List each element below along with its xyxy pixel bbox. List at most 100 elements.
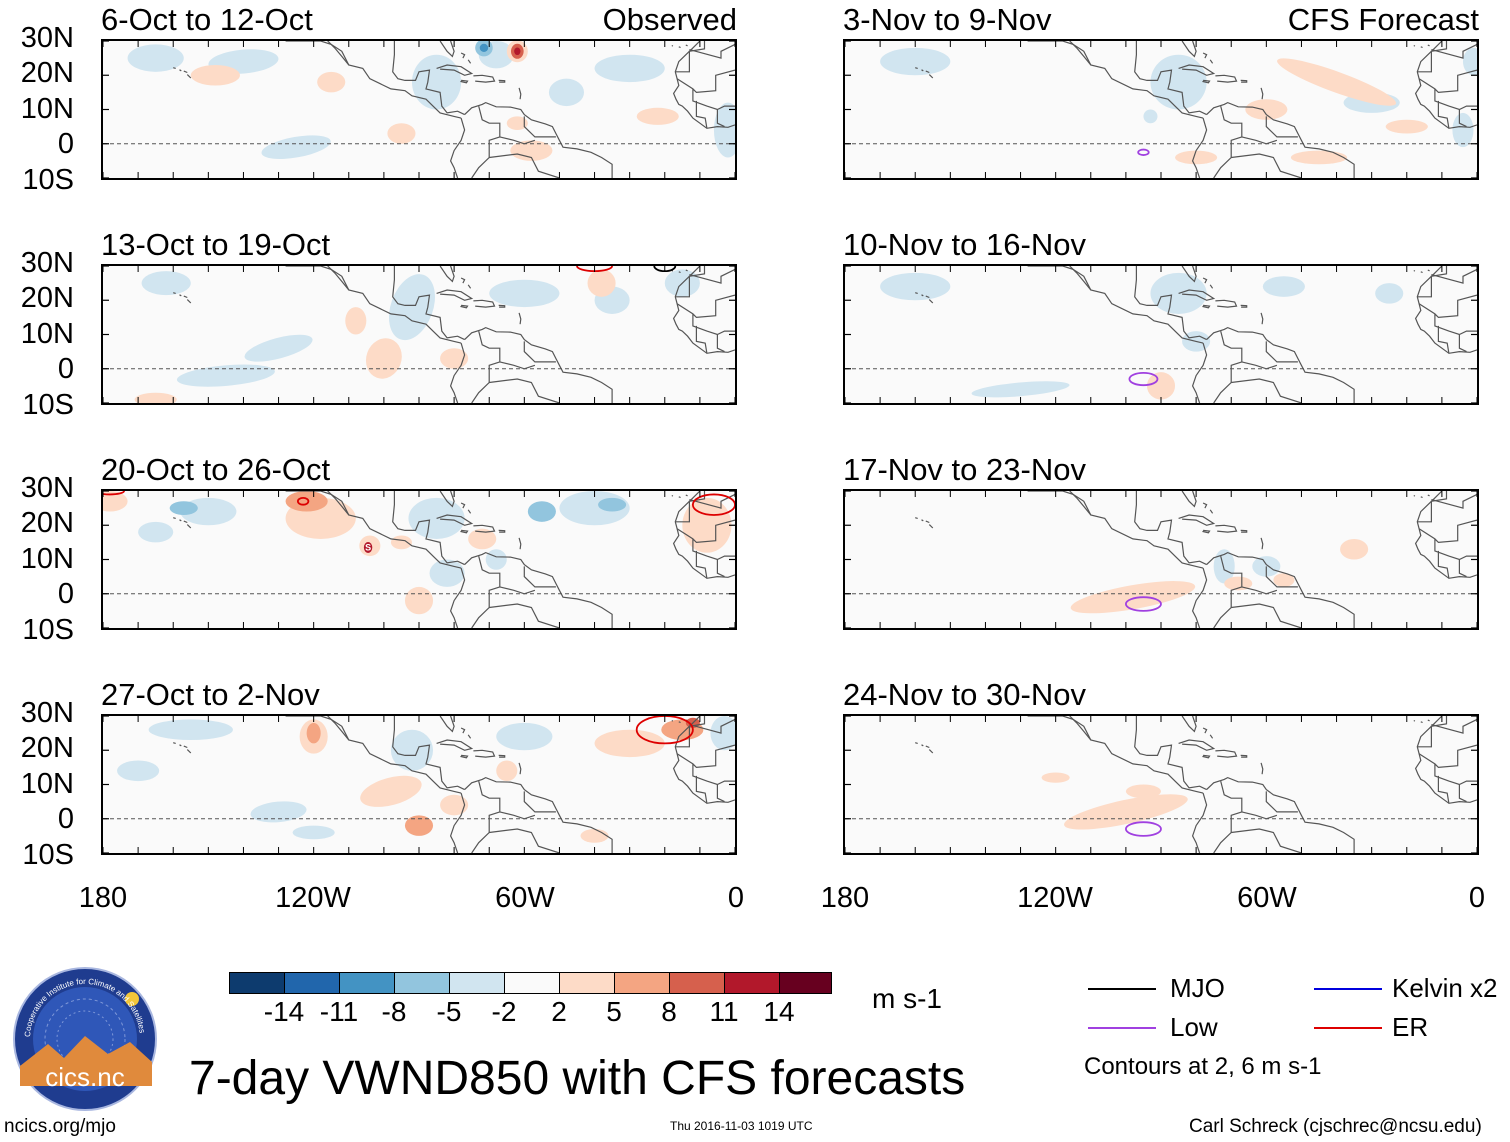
coastline [1178, 739, 1216, 751]
coastline [183, 520, 188, 524]
coastline [1241, 136, 1278, 145]
vwnd-anomaly-patch [1452, 112, 1474, 148]
coastline [523, 116, 556, 138]
coastline [498, 79, 506, 83]
vwnd-anomaly-patch [127, 44, 184, 72]
coastline [915, 742, 918, 744]
coastline [392, 41, 465, 116]
vwnd-anomaly-patch [429, 559, 465, 587]
coastline [498, 754, 506, 758]
coastline [1215, 524, 1238, 533]
vwnd-anomaly-patch [244, 334, 313, 362]
coastline [1178, 514, 1216, 526]
wave-contour [103, 491, 125, 496]
vwnd-anomaly-patch [598, 497, 627, 512]
colorbar-tick-label: 11 [709, 996, 739, 1027]
lat-label: 0 [57, 353, 74, 385]
coastline [1413, 269, 1416, 272]
coastline [1240, 529, 1248, 533]
panel-title: 17-Nov to 23-Nov [843, 452, 1086, 487]
lat-label: 10S [22, 164, 74, 196]
coastline [1265, 566, 1298, 588]
coastline [186, 749, 192, 754]
coastline [392, 716, 465, 791]
map-canvas [103, 266, 735, 403]
coastline [518, 87, 522, 100]
coastline [1265, 116, 1298, 138]
coastline [1417, 266, 1448, 298]
coastline [1434, 538, 1477, 561]
coastline [1434, 763, 1477, 786]
coastline [928, 74, 934, 79]
vwnd-anomaly-patch [363, 542, 373, 553]
vwnd-anomaly-patch [510, 140, 553, 161]
lat-label: 0 [57, 803, 74, 835]
coastline [672, 491, 735, 579]
coastline [173, 742, 176, 744]
lat-label: 10N [20, 93, 74, 125]
lon-label: 120W [1017, 882, 1093, 914]
colorbar-bin [229, 972, 285, 994]
coastline [173, 517, 176, 519]
wave-contour [1137, 148, 1150, 156]
coastline [436, 64, 474, 76]
coastline [489, 153, 560, 178]
vwnd-anomaly-patch [514, 47, 521, 56]
vwnd-anomaly-patch [390, 729, 434, 771]
lat-label: 0 [57, 578, 74, 610]
vwnd-anomaly-patch [365, 338, 402, 379]
lat-label: 30N [20, 22, 74, 54]
vwnd-anomaly-patch [117, 760, 160, 782]
vwnd-anomaly-patch [1143, 109, 1158, 124]
vwnd-anomaly-patch [1150, 54, 1207, 110]
coastline [179, 69, 182, 72]
coastline [671, 44, 674, 47]
vwnd-anomaly-patch [587, 269, 616, 297]
lat-label: 10N [20, 543, 74, 575]
coastline [179, 744, 182, 747]
colorbar-tick-label: -11 [319, 996, 359, 1027]
vwnd-anomaly-patch [1224, 576, 1253, 591]
coastline [692, 763, 735, 786]
coastline [173, 67, 176, 69]
coastline [678, 496, 681, 499]
vwnd-anomaly-patch [1462, 47, 1477, 76]
coastline [1178, 289, 1216, 301]
coastline [464, 776, 613, 853]
coastline [1215, 299, 1238, 308]
lat-label: 10N [20, 318, 74, 350]
coastline [928, 299, 934, 304]
coastline [439, 266, 455, 283]
coastline [676, 69, 735, 94]
coastline [1191, 567, 1208, 628]
coastline [464, 551, 613, 628]
coastline [928, 749, 934, 754]
vwnd-anomaly-patch [485, 549, 507, 570]
coastline [695, 550, 708, 579]
vwnd-anomaly-patch [594, 54, 665, 83]
wave-contour [1128, 371, 1159, 387]
wave-contour [296, 496, 310, 506]
coastline [915, 67, 918, 69]
coastline [685, 269, 688, 272]
coastline [467, 734, 472, 739]
coastline [925, 295, 930, 299]
coastline [499, 586, 536, 595]
coastline [439, 716, 455, 733]
coastline [1231, 828, 1302, 853]
coastline [1202, 727, 1208, 734]
coastline [1241, 811, 1278, 820]
lon-label: 180 [78, 882, 128, 914]
coastline [1260, 87, 1264, 100]
vwnd-anomaly-patch [880, 47, 951, 76]
coastline [1431, 493, 1477, 509]
coastline [449, 792, 466, 853]
vwnd-anomaly-patch [1273, 573, 1295, 587]
legend-line-low [1088, 1027, 1156, 1029]
panel-title: 24-Nov to 30-Nov [843, 677, 1086, 712]
vwnd-anomaly-patch [1277, 58, 1397, 106]
colorbar-bin [779, 972, 832, 994]
coastline [1202, 304, 1211, 309]
map-forecast-2 [843, 264, 1479, 405]
coastline [489, 828, 560, 853]
